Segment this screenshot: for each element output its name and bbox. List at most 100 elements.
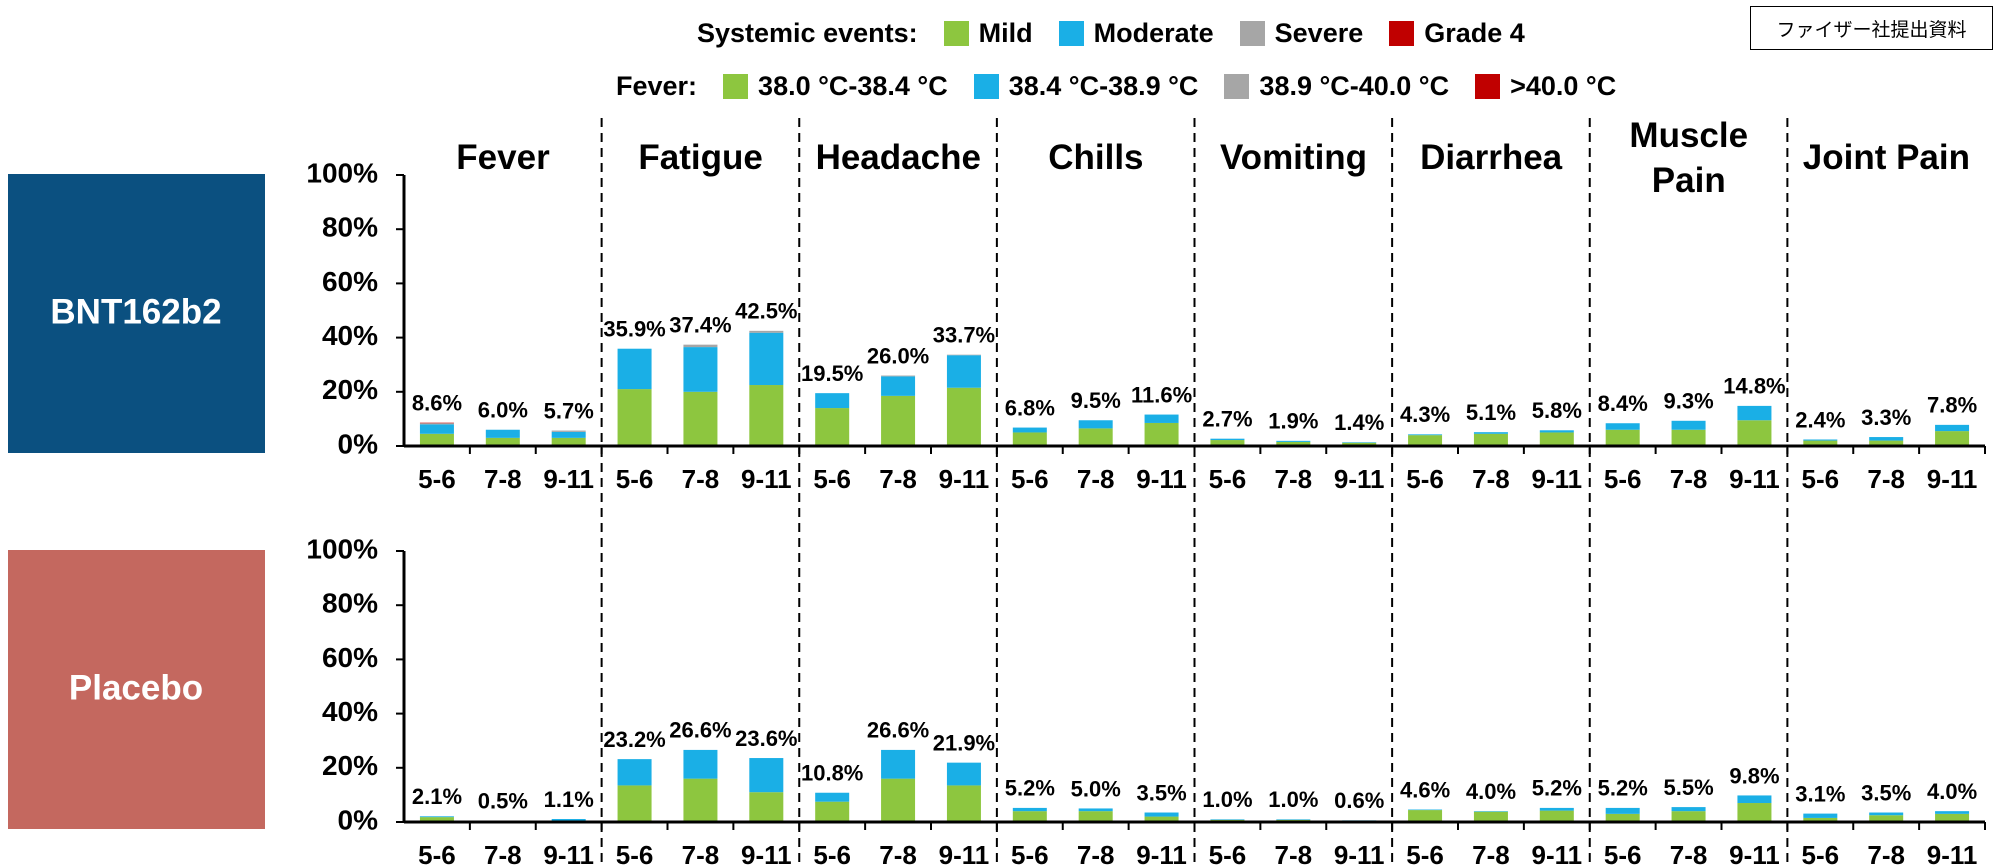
bar-segment	[683, 347, 718, 392]
total-label: 35.9%	[603, 317, 665, 342]
total-label: 0.5%	[478, 788, 528, 813]
bar-segment	[1869, 437, 1904, 441]
total-label: 26.0%	[867, 343, 929, 368]
total-label: 9.8%	[1729, 763, 1779, 788]
bar-segment	[881, 778, 916, 822]
x-tick-label: 7-8	[1472, 840, 1510, 867]
bar-segment	[617, 785, 652, 822]
legend-swatch	[973, 73, 999, 99]
total-label: 23.2%	[603, 727, 665, 752]
bar-segment	[881, 376, 916, 396]
bar-segment	[946, 387, 981, 446]
x-tick-label: 7-8	[1670, 464, 1708, 494]
bar-segment	[749, 758, 784, 793]
total-label: 2.7%	[1202, 406, 1252, 431]
bar-segment	[946, 762, 981, 786]
total-label: 3.1%	[1795, 781, 1845, 806]
total-label: 14.8%	[1723, 374, 1785, 399]
total-label: 19.5%	[801, 361, 863, 386]
total-label: 42.5%	[735, 299, 797, 324]
legend-label: >40.0 °C	[1510, 70, 1617, 101]
x-tick-label: 9-11	[1927, 840, 1978, 867]
bar-segment	[1012, 427, 1047, 433]
panel-box	[8, 550, 265, 829]
total-label: 1.9%	[1268, 409, 1318, 434]
x-tick-label: 9-11	[1532, 464, 1583, 494]
bar-segment	[617, 389, 652, 446]
x-tick-label: 9-11	[1532, 840, 1583, 867]
y-tick-label: 40%	[322, 320, 378, 351]
bar-segment	[1408, 434, 1443, 436]
y-tick-label: 0%	[338, 428, 379, 459]
bar-segment	[1012, 807, 1047, 812]
x-tick-label: 7-8	[682, 464, 720, 494]
x-tick-label: 5-6	[616, 464, 654, 494]
total-label: 1.1%	[544, 787, 594, 812]
x-tick-label: 5-6	[616, 840, 654, 867]
bar-segment	[617, 759, 652, 786]
bar-segment	[485, 437, 520, 446]
bar-segment	[1803, 439, 1838, 441]
x-tick-label: 7-8	[1472, 464, 1510, 494]
legend-label: 38.4 °C-38.9 °C	[1008, 70, 1199, 101]
y-tick-label: 0%	[338, 804, 379, 835]
bar-segment	[1408, 809, 1443, 811]
bar-segment	[1078, 811, 1113, 822]
total-label: 4.0%	[1466, 779, 1516, 804]
total-label: 33.7%	[933, 322, 995, 347]
x-tick-label: 5-6	[1011, 840, 1049, 867]
total-label: 23.6%	[735, 726, 797, 751]
legend-label: 38.0 °C-38.4 °C	[758, 70, 948, 101]
bar-segment	[1210, 819, 1245, 820]
bar-segment	[1737, 420, 1772, 446]
y-tick-label: 80%	[322, 212, 378, 243]
bar-segment	[1473, 433, 1508, 446]
bar-segment	[815, 801, 850, 822]
bar-segment	[1737, 795, 1772, 804]
legend-label: Moderate	[1093, 17, 1214, 48]
bar-segment	[1869, 440, 1904, 446]
total-label: 10.8%	[801, 761, 863, 786]
bar-segment	[1935, 424, 1970, 432]
bar-segment	[1408, 435, 1443, 446]
x-tick-label: 7-8	[1867, 840, 1905, 867]
x-tick-label: 9-11	[939, 464, 990, 494]
bar-segment	[551, 819, 586, 821]
bar-segment	[683, 778, 718, 822]
bar-segment	[1671, 420, 1706, 430]
bar-segment	[1342, 442, 1377, 446]
legend-swatch	[723, 73, 749, 99]
x-tick-label: 7-8	[1077, 840, 1115, 867]
panel-title: BNT162b2	[50, 292, 221, 331]
y-tick-label: 100%	[306, 157, 378, 188]
bar-segment	[749, 792, 784, 822]
bar-segment	[1605, 429, 1640, 446]
legend-label: Mild	[978, 17, 1033, 48]
bar-segment	[1210, 440, 1245, 446]
bar-segment	[815, 408, 850, 446]
total-label: 9.3%	[1663, 389, 1713, 414]
total-label: 1.0%	[1268, 787, 1318, 812]
x-tick-label: 5-6	[1802, 840, 1840, 867]
x-tick-label: 9-11	[1729, 840, 1780, 867]
legend: Systemic events: Mild Moderate Severe Grade…	[697, 14, 1525, 52]
bar-segment	[749, 385, 784, 446]
bar-segment	[1605, 423, 1640, 430]
bar-segment	[1012, 811, 1047, 822]
x-tick-label: 5-6	[1209, 840, 1247, 867]
bar-segment	[1144, 414, 1179, 423]
bar-segment	[1605, 807, 1640, 814]
bar-segment	[881, 375, 916, 377]
bar-segment	[1276, 441, 1311, 446]
source-note: ファイザー社提出資料	[1750, 6, 1993, 50]
bar-segment	[749, 332, 784, 386]
x-tick-label: 5-6	[1604, 464, 1642, 494]
x-tick-label: 7-8	[484, 840, 522, 867]
total-label: 5.1%	[1466, 400, 1516, 425]
bar-segment	[1144, 812, 1179, 817]
total-label: 26.6%	[867, 718, 929, 743]
bar-segment	[815, 792, 850, 802]
bar-segment	[683, 749, 718, 779]
bar-segment	[419, 422, 454, 424]
